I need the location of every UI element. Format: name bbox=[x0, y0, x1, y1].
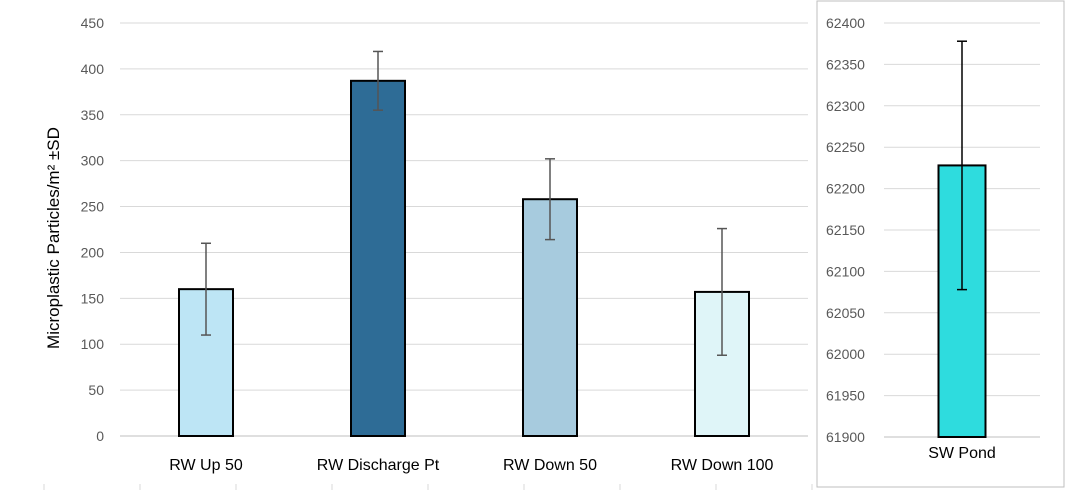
left-chart: Microplastic Particles/m² ±SD 0 50 100 150 2… bbox=[44, 15, 808, 474]
y-tick-label: 150 bbox=[81, 290, 105, 306]
right-category-labels: SW Pond bbox=[928, 445, 996, 462]
y-tick-label: 62150 bbox=[826, 222, 865, 238]
x-category-label: RW Discharge Pt bbox=[317, 457, 440, 474]
right-error-bars bbox=[957, 40, 967, 291]
x-category-label: RW Down 50 bbox=[503, 457, 597, 474]
y-tick-label: 62250 bbox=[826, 139, 865, 155]
y-tick-label: 400 bbox=[81, 61, 105, 77]
right-y-tick-labels: 61900 61950 62000 62050 62100 62150 62200 62250… bbox=[826, 15, 865, 445]
y-tick-label: 100 bbox=[81, 336, 105, 352]
y-tick-label: 62400 bbox=[826, 15, 865, 31]
left-category-labels: RW Up 50 RW Discharge Pt RW Down 50 RW Down… bbox=[169, 457, 773, 474]
left-bars bbox=[178, 79, 750, 437]
y-tick-label: 61900 bbox=[826, 429, 865, 445]
y-tick-label: 350 bbox=[81, 107, 105, 123]
x-category-label: RW Up 50 bbox=[169, 457, 243, 474]
y-tick-label: 300 bbox=[81, 153, 105, 169]
y-tick-label: 62300 bbox=[826, 98, 865, 114]
left-error-bars bbox=[201, 50, 727, 356]
y-tick-label: 0 bbox=[96, 428, 104, 444]
y-tick-label: 450 bbox=[81, 15, 105, 31]
y-tick-label: 62200 bbox=[826, 181, 865, 197]
y-axis-label: Microplastic Particles/m² ±SD bbox=[44, 127, 63, 349]
y-tick-label: 62000 bbox=[826, 346, 865, 362]
y-tick-label: 200 bbox=[81, 244, 105, 260]
y-tick-label: 62350 bbox=[826, 56, 865, 72]
y-tick-label: 62050 bbox=[826, 305, 865, 321]
left-gridlines bbox=[120, 22, 808, 437]
x-category-label: RW Down 100 bbox=[671, 457, 774, 474]
bar bbox=[350, 79, 406, 437]
y-tick-label: 62100 bbox=[826, 263, 865, 279]
y-tick-label: 50 bbox=[88, 382, 104, 398]
left-y-tick-labels: 0 50 100 150 200 250 300 350 400 450 bbox=[81, 15, 105, 444]
right-chart: 61900 61950 62000 62050 62100 62150 62200 62250… bbox=[826, 15, 1040, 462]
right-gridlines bbox=[884, 22, 1040, 438]
background-gridlines bbox=[43, 484, 813, 490]
y-tick-label: 250 bbox=[81, 199, 105, 215]
y-tick-label: 61950 bbox=[826, 388, 865, 404]
x-category-label: SW Pond bbox=[928, 445, 996, 462]
